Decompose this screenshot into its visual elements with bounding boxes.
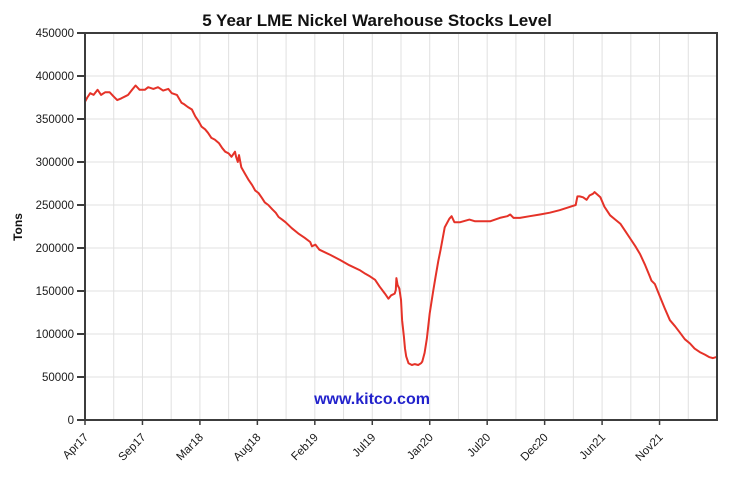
- y-tick-label: 0: [68, 415, 74, 427]
- plot-border: [84, 32, 718, 421]
- y-axis-title: Tons: [11, 213, 25, 241]
- y-tick-label: 300000: [36, 157, 74, 169]
- x-tick-label: Jun21: [578, 432, 609, 463]
- grid-lines: [85, 33, 717, 420]
- y-tick-label: 350000: [36, 114, 74, 126]
- y-tick-label: 50000: [42, 372, 74, 384]
- y-tick-label: 200000: [36, 243, 74, 255]
- x-tick-label: Feb19: [289, 432, 321, 464]
- kitco-watermark: www.kitco.com: [313, 391, 430, 408]
- y-axis-labels: 0 50000 100000 150000 200000 250000 300000 3500…: [36, 28, 74, 427]
- nickel-stocks-line: [84, 84, 717, 366]
- x-tick-label: Aug18: [231, 432, 263, 464]
- x-tick-label: Jul20: [465, 432, 493, 460]
- y-tick-label: 150000: [36, 286, 74, 298]
- chart-title: 5 Year LME Nickel Warehouse Stocks Level: [202, 11, 552, 30]
- x-tick-label: Nov21: [634, 432, 666, 464]
- y-tick-label: 450000: [36, 28, 74, 40]
- x-tick-label: Jan20: [405, 432, 436, 463]
- axis-ticks: [77, 32, 661, 425]
- x-axis-labels: Apr17 Sep17 Mar18 Aug18 Feb19 Jul19 Jan20 Jul20…: [61, 432, 666, 464]
- x-tick-label: Jul19: [350, 432, 378, 460]
- y-tick-label: 100000: [36, 329, 74, 341]
- y-tick-label: 250000: [36, 200, 74, 212]
- x-tick-label: Apr17: [61, 432, 91, 462]
- x-tick-label: Mar18: [174, 432, 206, 464]
- series-group: [84, 84, 717, 366]
- y-tick-label: 400000: [36, 71, 74, 83]
- x-tick-label: Sep17: [117, 432, 149, 464]
- x-tick-label: Dec20: [519, 432, 551, 464]
